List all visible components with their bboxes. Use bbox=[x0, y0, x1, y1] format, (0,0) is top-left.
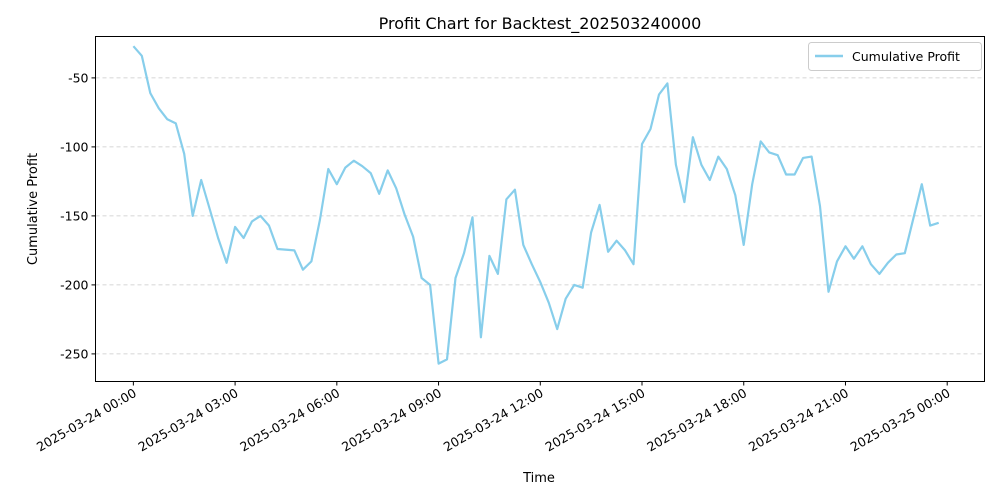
legend: Cumulative Profit bbox=[808, 42, 982, 71]
series-line-cumulative-profit bbox=[132, 45, 940, 365]
y-tick-label: -200 bbox=[60, 277, 88, 292]
x-tick-label: 2025-03-24 12:00 bbox=[441, 385, 546, 454]
y-tick-label: -150 bbox=[60, 208, 88, 223]
series-layer bbox=[132, 45, 940, 365]
x-tick-label: 2025-03-24 03:00 bbox=[136, 385, 241, 454]
x-tick-label: 2025-03-24 06:00 bbox=[237, 385, 342, 454]
chart-title: Profit Chart for Backtest_202503240000 bbox=[379, 14, 702, 34]
x-tick-label: 2025-03-24 15:00 bbox=[542, 385, 647, 454]
y-gridlines bbox=[95, 77, 985, 355]
x-tick-label: 2025-03-24 09:00 bbox=[339, 385, 444, 454]
x-tick-label: 2025-03-24 18:00 bbox=[644, 385, 749, 454]
y-tick-label: -250 bbox=[60, 346, 88, 361]
y-tick-label: -100 bbox=[60, 139, 88, 154]
plot-frame bbox=[95, 36, 985, 382]
legend-label: Cumulative Profit bbox=[852, 49, 960, 64]
x-axis-title: Time bbox=[522, 471, 555, 486]
x-tick-label: 2025-03-24 00:00 bbox=[34, 385, 139, 454]
y-axis: -250 -200 -150 -100 -50 bbox=[60, 70, 96, 361]
y-tick-label: -50 bbox=[68, 70, 88, 85]
x-tick-label: 2025-03-25 00:00 bbox=[848, 385, 953, 454]
legend-box bbox=[808, 42, 982, 71]
x-tick-label: 2025-03-24 21:00 bbox=[746, 385, 851, 454]
y-axis-title: Cumulative Profit bbox=[26, 153, 41, 265]
